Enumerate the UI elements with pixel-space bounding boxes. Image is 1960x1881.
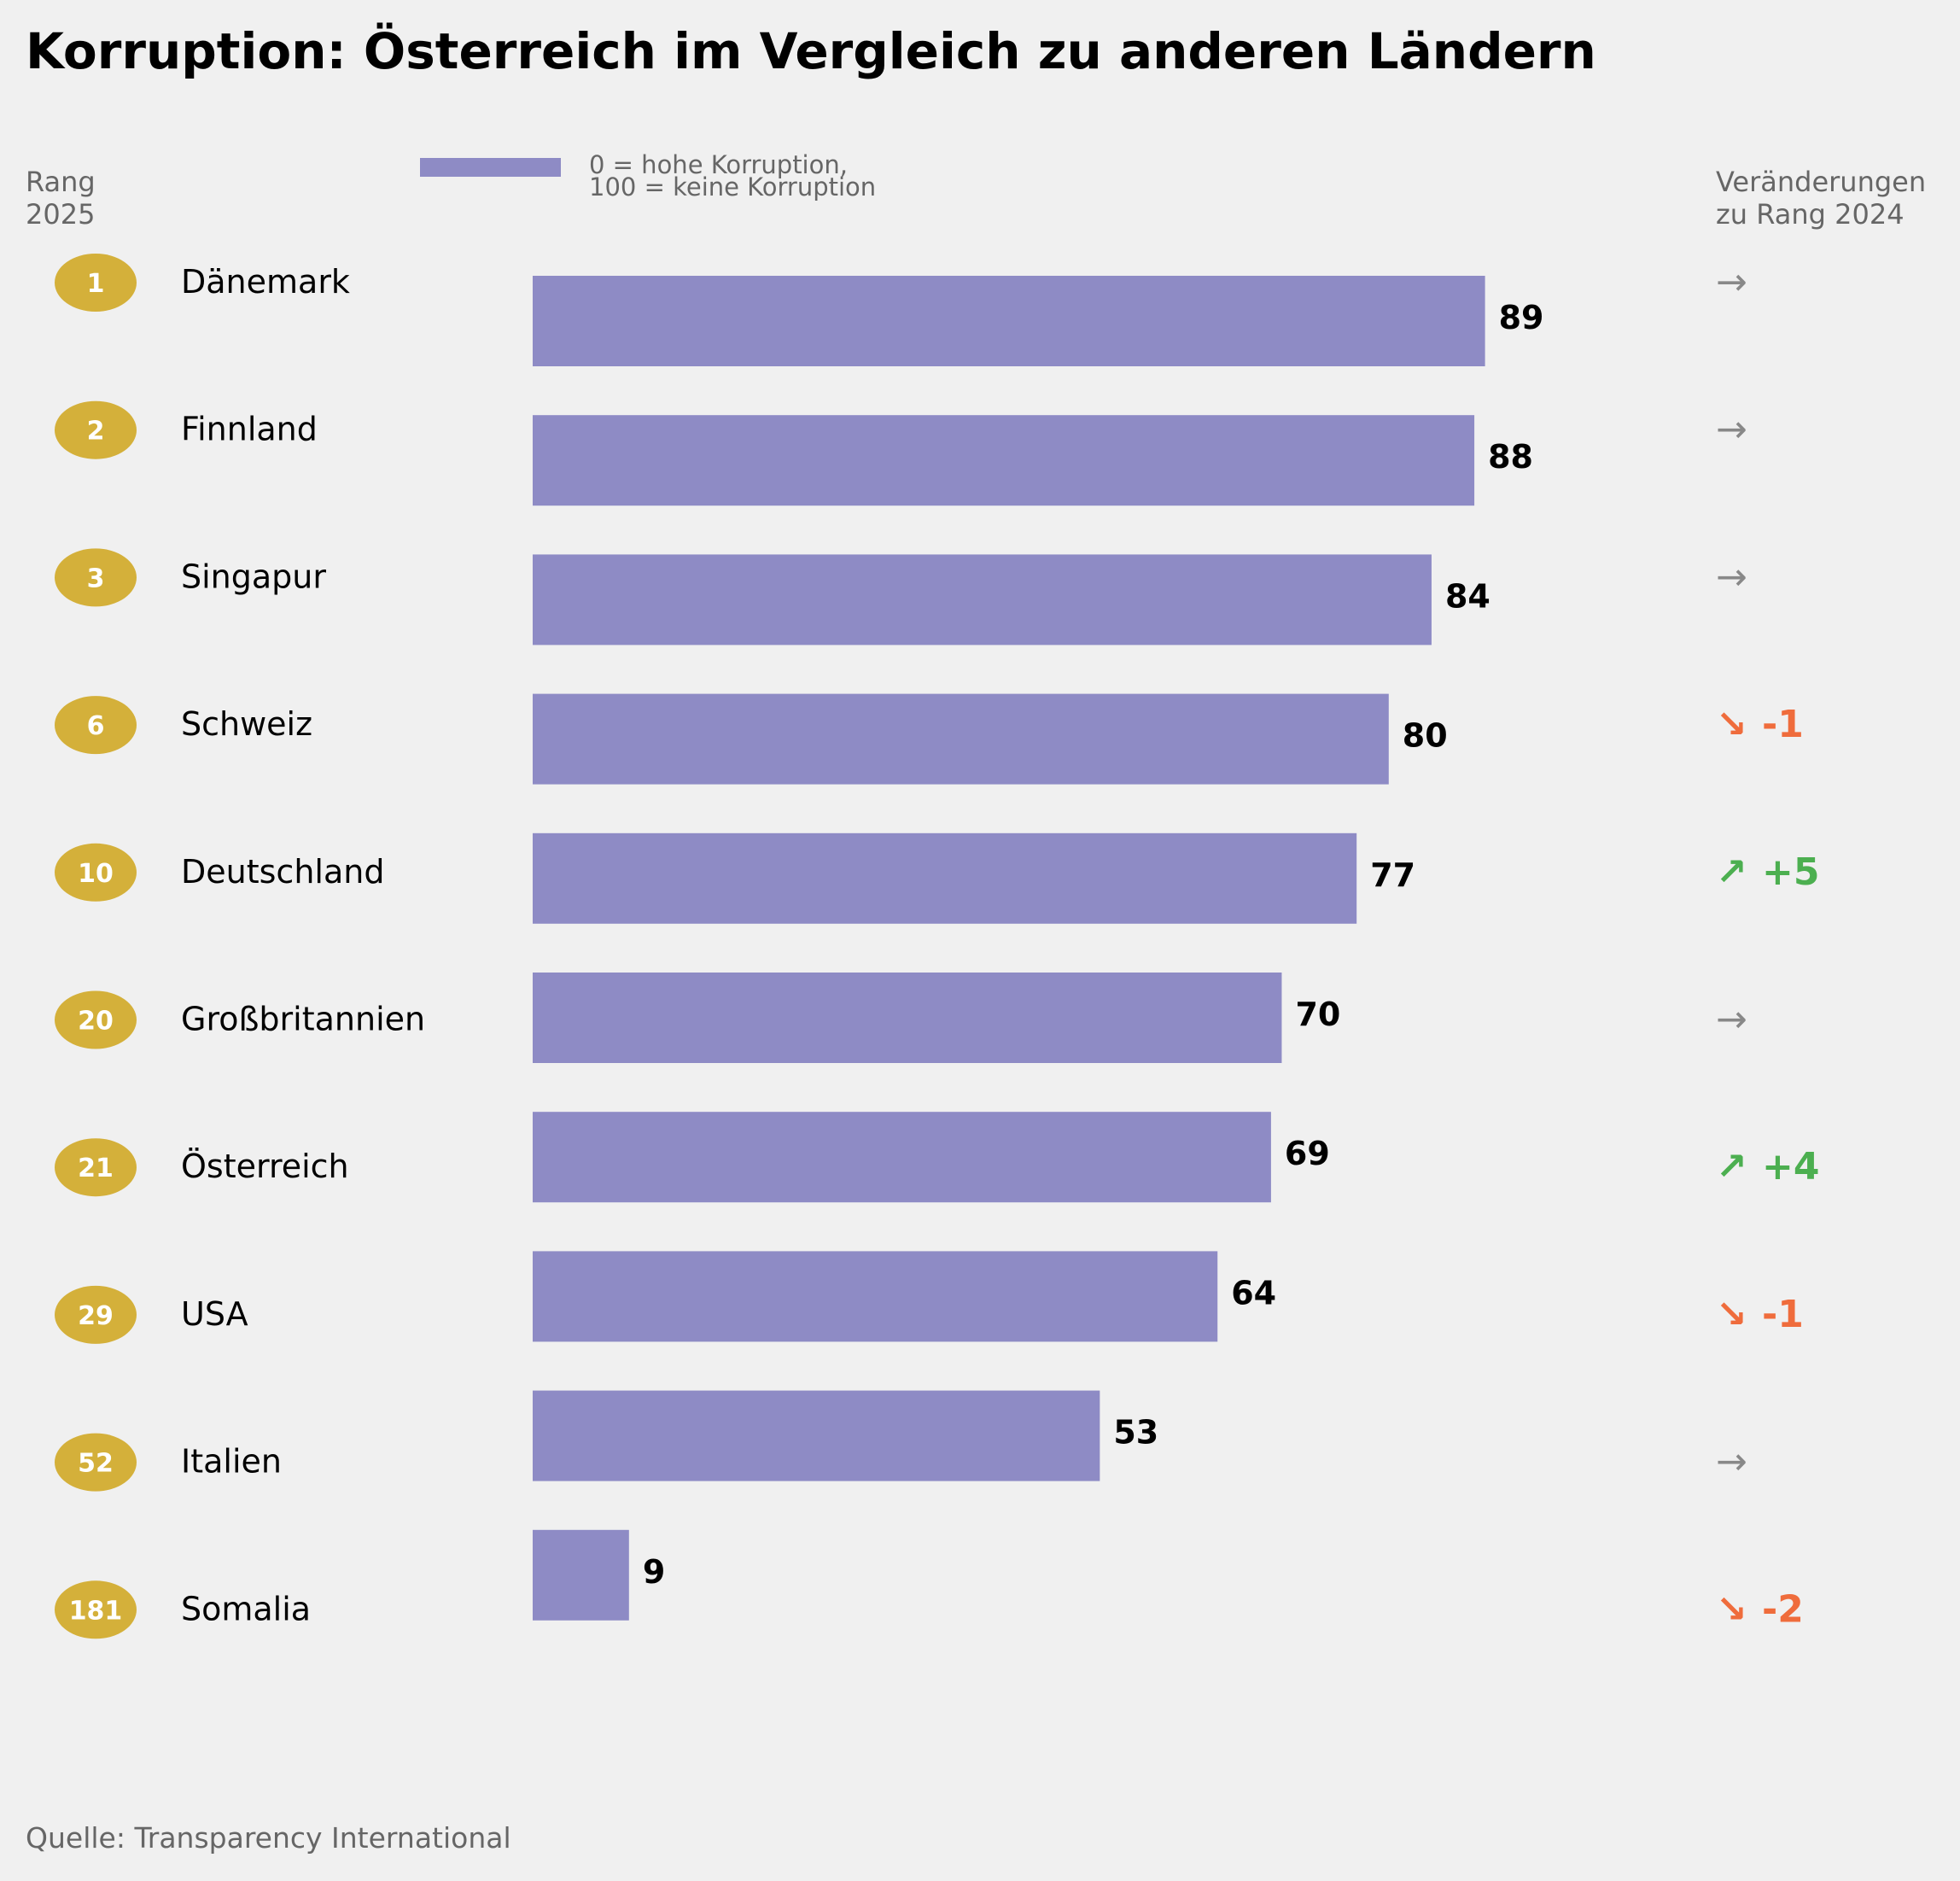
bar bbox=[533, 1390, 1100, 1481]
change-arrow-icon: ↗ bbox=[1716, 1145, 1747, 1189]
change-arrow-icon: → bbox=[1716, 555, 1747, 599]
data-label: 53 bbox=[1113, 1414, 1158, 1452]
country-label: Österreich bbox=[181, 1148, 349, 1185]
data-label: 80 bbox=[1403, 717, 1448, 755]
data-label: 69 bbox=[1285, 1135, 1330, 1172]
rank-column-header: Rang 2025 bbox=[26, 166, 96, 231]
rank-badge bbox=[55, 843, 137, 902]
bar bbox=[533, 693, 1389, 785]
rank-badge bbox=[55, 1433, 137, 1492]
data-label: 88 bbox=[1488, 438, 1533, 476]
data-label: 70 bbox=[1295, 996, 1340, 1033]
rank-badge bbox=[55, 1285, 137, 1344]
bar bbox=[533, 1251, 1218, 1342]
bar bbox=[533, 1529, 629, 1621]
rank-label: 6 bbox=[87, 711, 105, 741]
country-label: USA bbox=[181, 1295, 248, 1333]
change-arrow-icon: ↘ bbox=[1716, 1587, 1747, 1631]
change-label: -1 bbox=[1762, 1293, 1804, 1336]
rank-label: 10 bbox=[78, 859, 114, 889]
chart-title: Korruption: Österreich im Vergleich zu a… bbox=[26, 22, 1596, 80]
country-label: Schweiz bbox=[181, 705, 312, 743]
source-note: Quelle: Transparency International bbox=[26, 1821, 511, 1855]
rank-label: 29 bbox=[78, 1301, 114, 1331]
rank-badge bbox=[55, 400, 137, 459]
rank-label: 21 bbox=[78, 1154, 114, 1183]
bar bbox=[533, 832, 1357, 924]
country-label: Italien bbox=[181, 1443, 282, 1481]
rank-label: 2 bbox=[87, 417, 105, 447]
country-label: Somalia bbox=[181, 1590, 311, 1627]
rank-label: 1 bbox=[87, 269, 105, 299]
country-label: Dänemark bbox=[181, 263, 350, 301]
legend-label: 0 = hohe Korruption, 100 = keine Korrupt… bbox=[589, 150, 877, 202]
bar bbox=[533, 276, 1485, 366]
change-label: -2 bbox=[1762, 1587, 1804, 1631]
data-label: 64 bbox=[1231, 1274, 1276, 1311]
rank-label: 52 bbox=[78, 1449, 114, 1479]
rank-badge bbox=[55, 1580, 137, 1639]
rank-label: 3 bbox=[87, 564, 105, 593]
rank-label: 181 bbox=[69, 1596, 123, 1626]
change-label: +4 bbox=[1762, 1145, 1819, 1189]
change-arrow-icon: → bbox=[1716, 1440, 1747, 1484]
rank-badge bbox=[55, 1138, 137, 1197]
change-arrow-icon: → bbox=[1716, 408, 1747, 452]
change-arrow-icon: ↘ bbox=[1716, 703, 1747, 746]
change-arrow-icon: → bbox=[1716, 260, 1747, 304]
bar bbox=[533, 554, 1432, 645]
change-column-header: Veränderungen zu Rang 2024 bbox=[1716, 166, 1927, 231]
country-label: Singapur bbox=[181, 558, 326, 595]
data-label: 89 bbox=[1499, 299, 1544, 336]
bar bbox=[533, 973, 1282, 1063]
rank-label: 20 bbox=[78, 1007, 114, 1037]
bar bbox=[533, 415, 1475, 506]
country-label: Finnland bbox=[181, 411, 318, 448]
data-label: 77 bbox=[1370, 856, 1415, 894]
data-label: 9 bbox=[643, 1553, 665, 1591]
rank-badge bbox=[55, 254, 137, 312]
rank-badge bbox=[55, 548, 137, 607]
legend-swatch bbox=[420, 158, 561, 177]
change-label: -1 bbox=[1762, 703, 1804, 746]
country-label: Großbritannien bbox=[181, 1001, 425, 1038]
change-arrow-icon: ↗ bbox=[1716, 850, 1747, 894]
change-label: +5 bbox=[1762, 850, 1819, 894]
change-arrow-icon: ↘ bbox=[1716, 1293, 1747, 1336]
country-label: Deutschland bbox=[181, 853, 384, 891]
change-arrow-icon: → bbox=[1716, 998, 1747, 1042]
data-label: 84 bbox=[1445, 577, 1490, 615]
bar bbox=[533, 1112, 1271, 1203]
rank-badge bbox=[55, 696, 137, 755]
rank-badge bbox=[55, 990, 137, 1049]
